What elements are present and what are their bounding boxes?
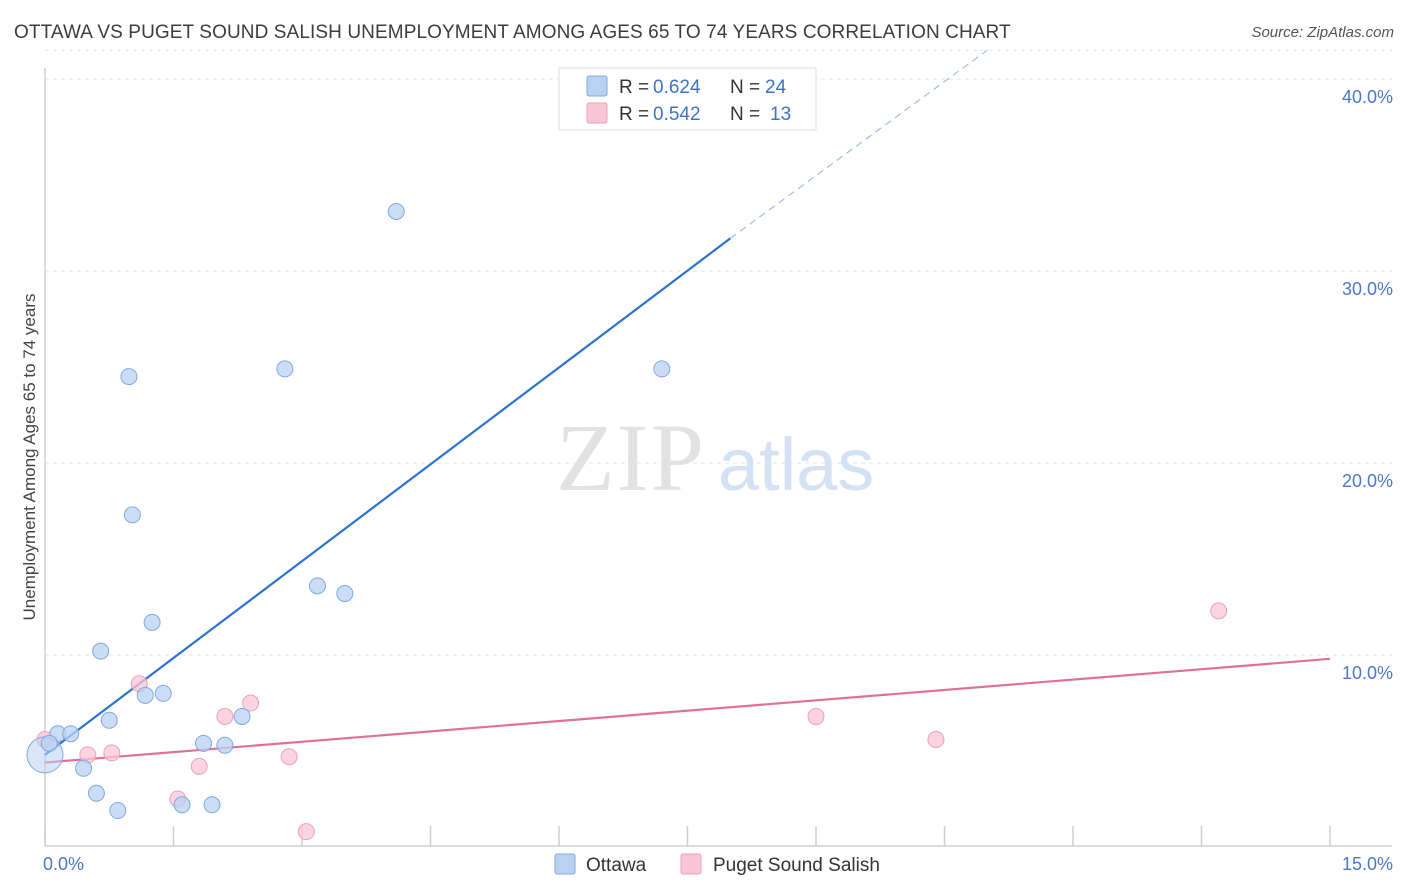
point-puget-sound-salish [927,730,945,748]
point-ottawa [653,360,671,378]
x-tick-label: 0.0% [43,854,84,874]
point-ottawa [194,734,212,752]
point-ottawa [100,711,118,729]
point-ottawa [173,796,191,814]
watermark-atlas: atlas [718,423,874,506]
point-ottawa [233,707,251,725]
point-ottawa [136,686,154,704]
point-puget-sound-salish [1210,602,1228,620]
point-ottawa [154,684,172,702]
trend-lines [44,49,1331,764]
point-ottawa [92,642,110,660]
legend-n-label-ottawa: N = [730,77,760,98]
series-legend: Ottawa Puget Sound Salish [554,853,880,876]
legend-r-label-puget: R = [619,104,649,125]
y-tick-label: 10.0% [1342,663,1393,683]
grid-lines [45,49,1392,656]
point-ottawa [203,796,221,814]
legend-swatch-ottawa [586,75,608,97]
tick-labels: 10.0% 20.0% 30.0% 40.0% 0.0% 15.0% [43,87,1393,874]
point-ottawa [123,506,141,524]
point-ottawa [62,725,80,743]
bottom-legend-swatch-puget [680,853,702,875]
point-ottawa [308,577,326,595]
point-ottawa [87,784,105,802]
point-ottawa [336,585,354,603]
point-ottawa [143,613,161,631]
point-ottawa [216,736,234,754]
point-puget-sound-salish [280,748,298,766]
watermark: ZIP atlas [556,404,874,511]
bottom-legend-swatch-ottawa [554,853,576,875]
trendline-puget-sound-salish [44,657,1331,764]
y-tick-label: 20.0% [1342,471,1393,491]
legend-n-value-puget: 13 [770,104,791,125]
chart-source: Source: ZipAtlas.com [1251,24,1394,41]
point-ottawa [40,734,58,752]
point-ottawa [387,202,405,220]
point-puget-sound-salish [216,707,234,725]
legend-n-value-ottawa: 24 [765,77,787,98]
point-puget-sound-salish [807,707,825,725]
legend-swatch-puget [586,102,608,124]
point-ottawa [109,802,127,820]
data-points [26,202,1228,841]
point-puget-sound-salish [103,744,121,762]
chart-title: OTTAWA VS PUGET SOUND SALISH UNEMPLOYMEN… [14,22,1011,43]
point-puget-sound-salish [190,757,208,775]
point-puget-sound-salish [297,823,315,841]
y-tick-label: 40.0% [1342,87,1393,107]
point-puget-sound-salish [242,694,260,712]
legend-n-label-puget: N = [730,104,760,125]
watermark-zip: ZIP [556,404,706,511]
stats-legend: R = 0.624 N = 24 R = 0.542 N = 13 [558,67,817,131]
legend-r-value-ottawa: 0.624 [653,77,701,98]
x-tick-label: 15.0% [1342,854,1393,874]
point-ottawa [75,759,93,777]
trendline-ottawa-extension [729,49,988,239]
y-axis-label: Unemployment Among Ages 65 to 74 years [20,294,39,621]
bottom-legend-label-ottawa: Ottawa [586,855,647,876]
point-ottawa [276,360,294,378]
y-tick-label: 30.0% [1342,279,1393,299]
point-ottawa [120,368,138,386]
legend-r-value-puget: 0.542 [653,104,701,125]
legend-r-label-ottawa: R = [619,77,649,98]
trendline-ottawa [44,237,731,756]
bottom-legend-label-puget: Puget Sound Salish [713,855,880,876]
